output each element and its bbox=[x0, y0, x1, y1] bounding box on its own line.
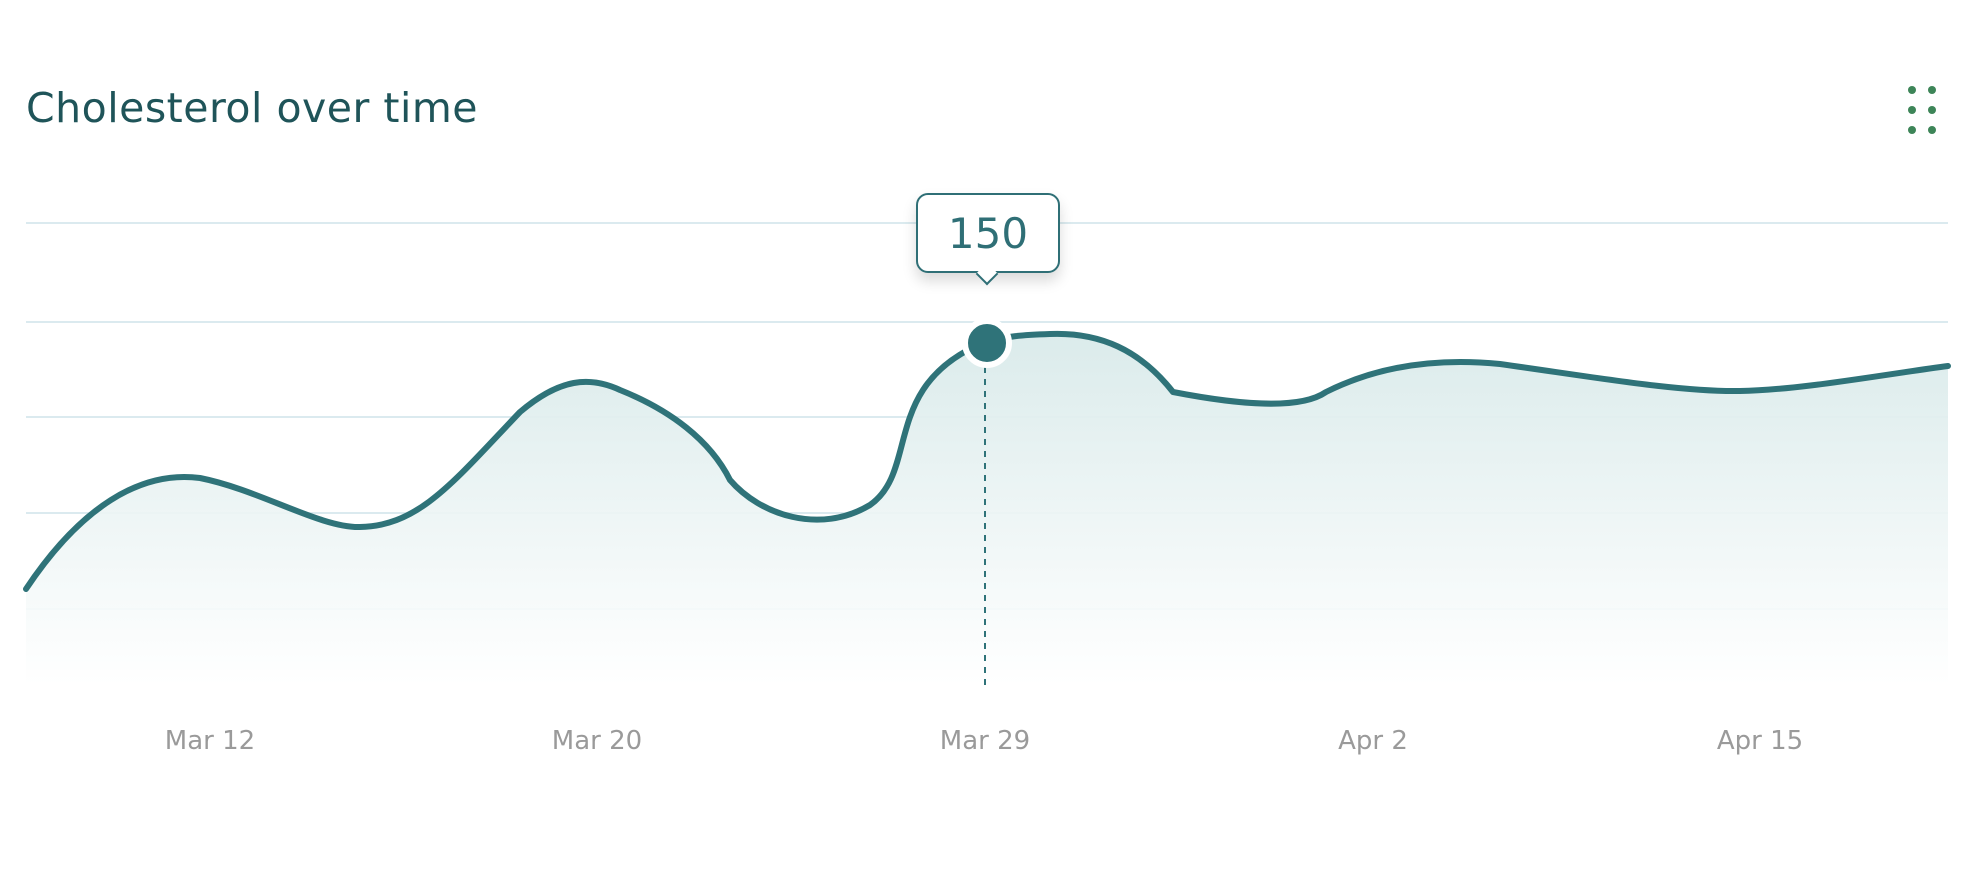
x-tick-label: Apr 2 bbox=[1338, 726, 1408, 756]
x-tick-label: Mar 20 bbox=[551, 726, 643, 756]
highlight-point[interactable] bbox=[962, 318, 1012, 368]
series-line bbox=[23, 330, 1951, 592]
x-tick-label: Mar 29 bbox=[939, 726, 1031, 756]
x-tick-label: Apr 15 bbox=[1716, 726, 1804, 756]
drag-dots-icon[interactable] bbox=[1904, 82, 1944, 138]
value-tooltip: 150 bbox=[916, 193, 1060, 273]
x-tick-label: Mar 12 bbox=[164, 726, 256, 756]
chart-title: Cholesterol over time bbox=[26, 84, 479, 132]
area-fill bbox=[26, 333, 1948, 686]
